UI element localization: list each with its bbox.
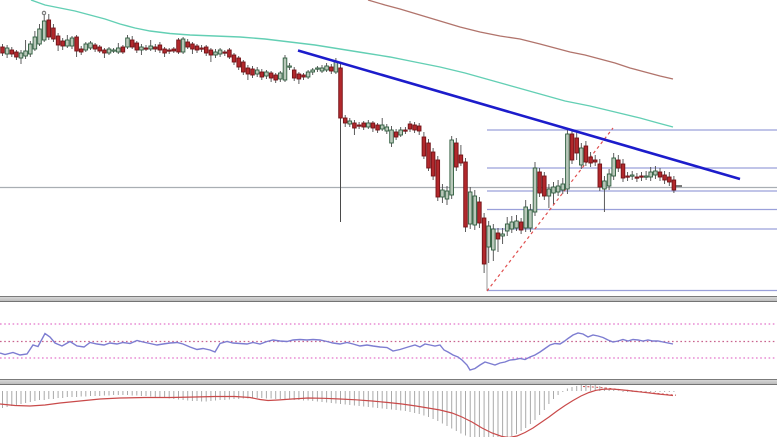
price-panel[interactable] [0, 0, 777, 296]
dashed-support-trendline[interactable] [486, 127, 614, 292]
macd-signal-line [0, 388, 674, 437]
candlesticks [0, 14, 677, 273]
macd-panel[interactable] [0, 385, 777, 437]
ma-fast-teal-line [30, 0, 674, 128]
blue-downtrend-line[interactable] [297, 49, 741, 181]
rsi-line [0, 332, 674, 371]
pane-separator-bottom[interactable] [0, 379, 777, 385]
rsi-panel[interactable] [0, 302, 777, 379]
peak-marker-icon [41, 10, 47, 16]
ma-slow-red-line [367, 0, 674, 80]
pane-separator-top[interactable] [0, 296, 777, 302]
macd-histogram [2, 385, 675, 437]
